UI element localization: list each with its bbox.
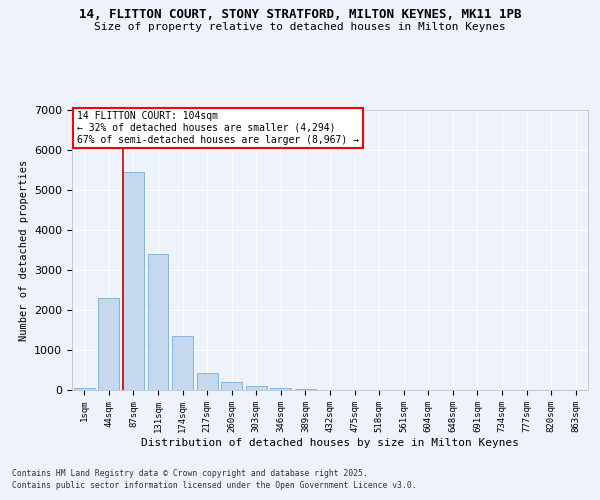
Bar xyxy=(271,388,292,390)
Text: Contains public sector information licensed under the Open Government Licence v3: Contains public sector information licen… xyxy=(12,481,416,490)
Bar xyxy=(98,298,119,390)
Text: Size of property relative to detached houses in Milton Keynes: Size of property relative to detached ho… xyxy=(94,22,506,32)
Bar xyxy=(148,254,169,390)
Text: 14, FLITTON COURT, STONY STRATFORD, MILTON KEYNES, MK11 1PB: 14, FLITTON COURT, STONY STRATFORD, MILT… xyxy=(79,8,521,20)
Text: Contains HM Land Registry data © Crown copyright and database right 2025.: Contains HM Land Registry data © Crown c… xyxy=(12,468,368,477)
Bar xyxy=(123,172,144,390)
Bar xyxy=(172,336,193,390)
Bar xyxy=(246,386,267,390)
Bar xyxy=(197,373,218,390)
X-axis label: Distribution of detached houses by size in Milton Keynes: Distribution of detached houses by size … xyxy=(141,438,519,448)
Bar xyxy=(74,388,95,390)
Bar xyxy=(221,382,242,390)
Text: 14 FLITTON COURT: 104sqm
← 32% of detached houses are smaller (4,294)
67% of sem: 14 FLITTON COURT: 104sqm ← 32% of detach… xyxy=(77,112,359,144)
Y-axis label: Number of detached properties: Number of detached properties xyxy=(19,160,29,340)
